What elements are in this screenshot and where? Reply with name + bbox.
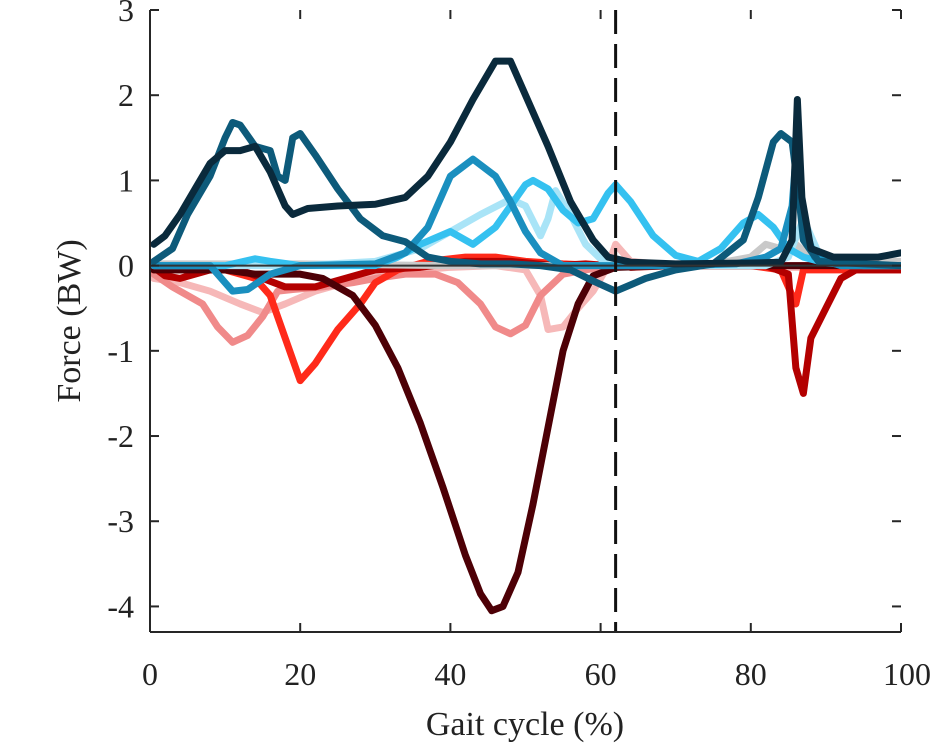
series-line-7 <box>150 262 901 615</box>
x-axis-title: Gait cycle (%) <box>426 706 624 743</box>
x-tick-label: 60 <box>585 656 617 692</box>
x-tick-label: 80 <box>735 656 767 692</box>
y-tick-label: -2 <box>107 418 134 454</box>
y-axis-title: Force (BW) <box>51 239 88 402</box>
x-tick-label: 20 <box>284 656 316 692</box>
series-line-2 <box>150 118 901 295</box>
y-tick-label: -3 <box>107 503 134 539</box>
x-tick-label: 0 <box>142 656 158 692</box>
y-tick-label: -4 <box>107 588 134 624</box>
x-tick-label: 100 <box>883 656 931 692</box>
reference-layer <box>150 10 901 632</box>
y-tick-label: 2 <box>118 77 134 113</box>
series-line-1 <box>150 57 901 268</box>
y-tick-label: 1 <box>118 162 134 198</box>
y-tick-label: -1 <box>107 333 134 369</box>
y-tick-label: 3 <box>118 0 134 28</box>
series-layer <box>150 57 901 615</box>
x-tick-label: 40 <box>434 656 466 692</box>
y-tick-label: 0 <box>118 248 134 284</box>
